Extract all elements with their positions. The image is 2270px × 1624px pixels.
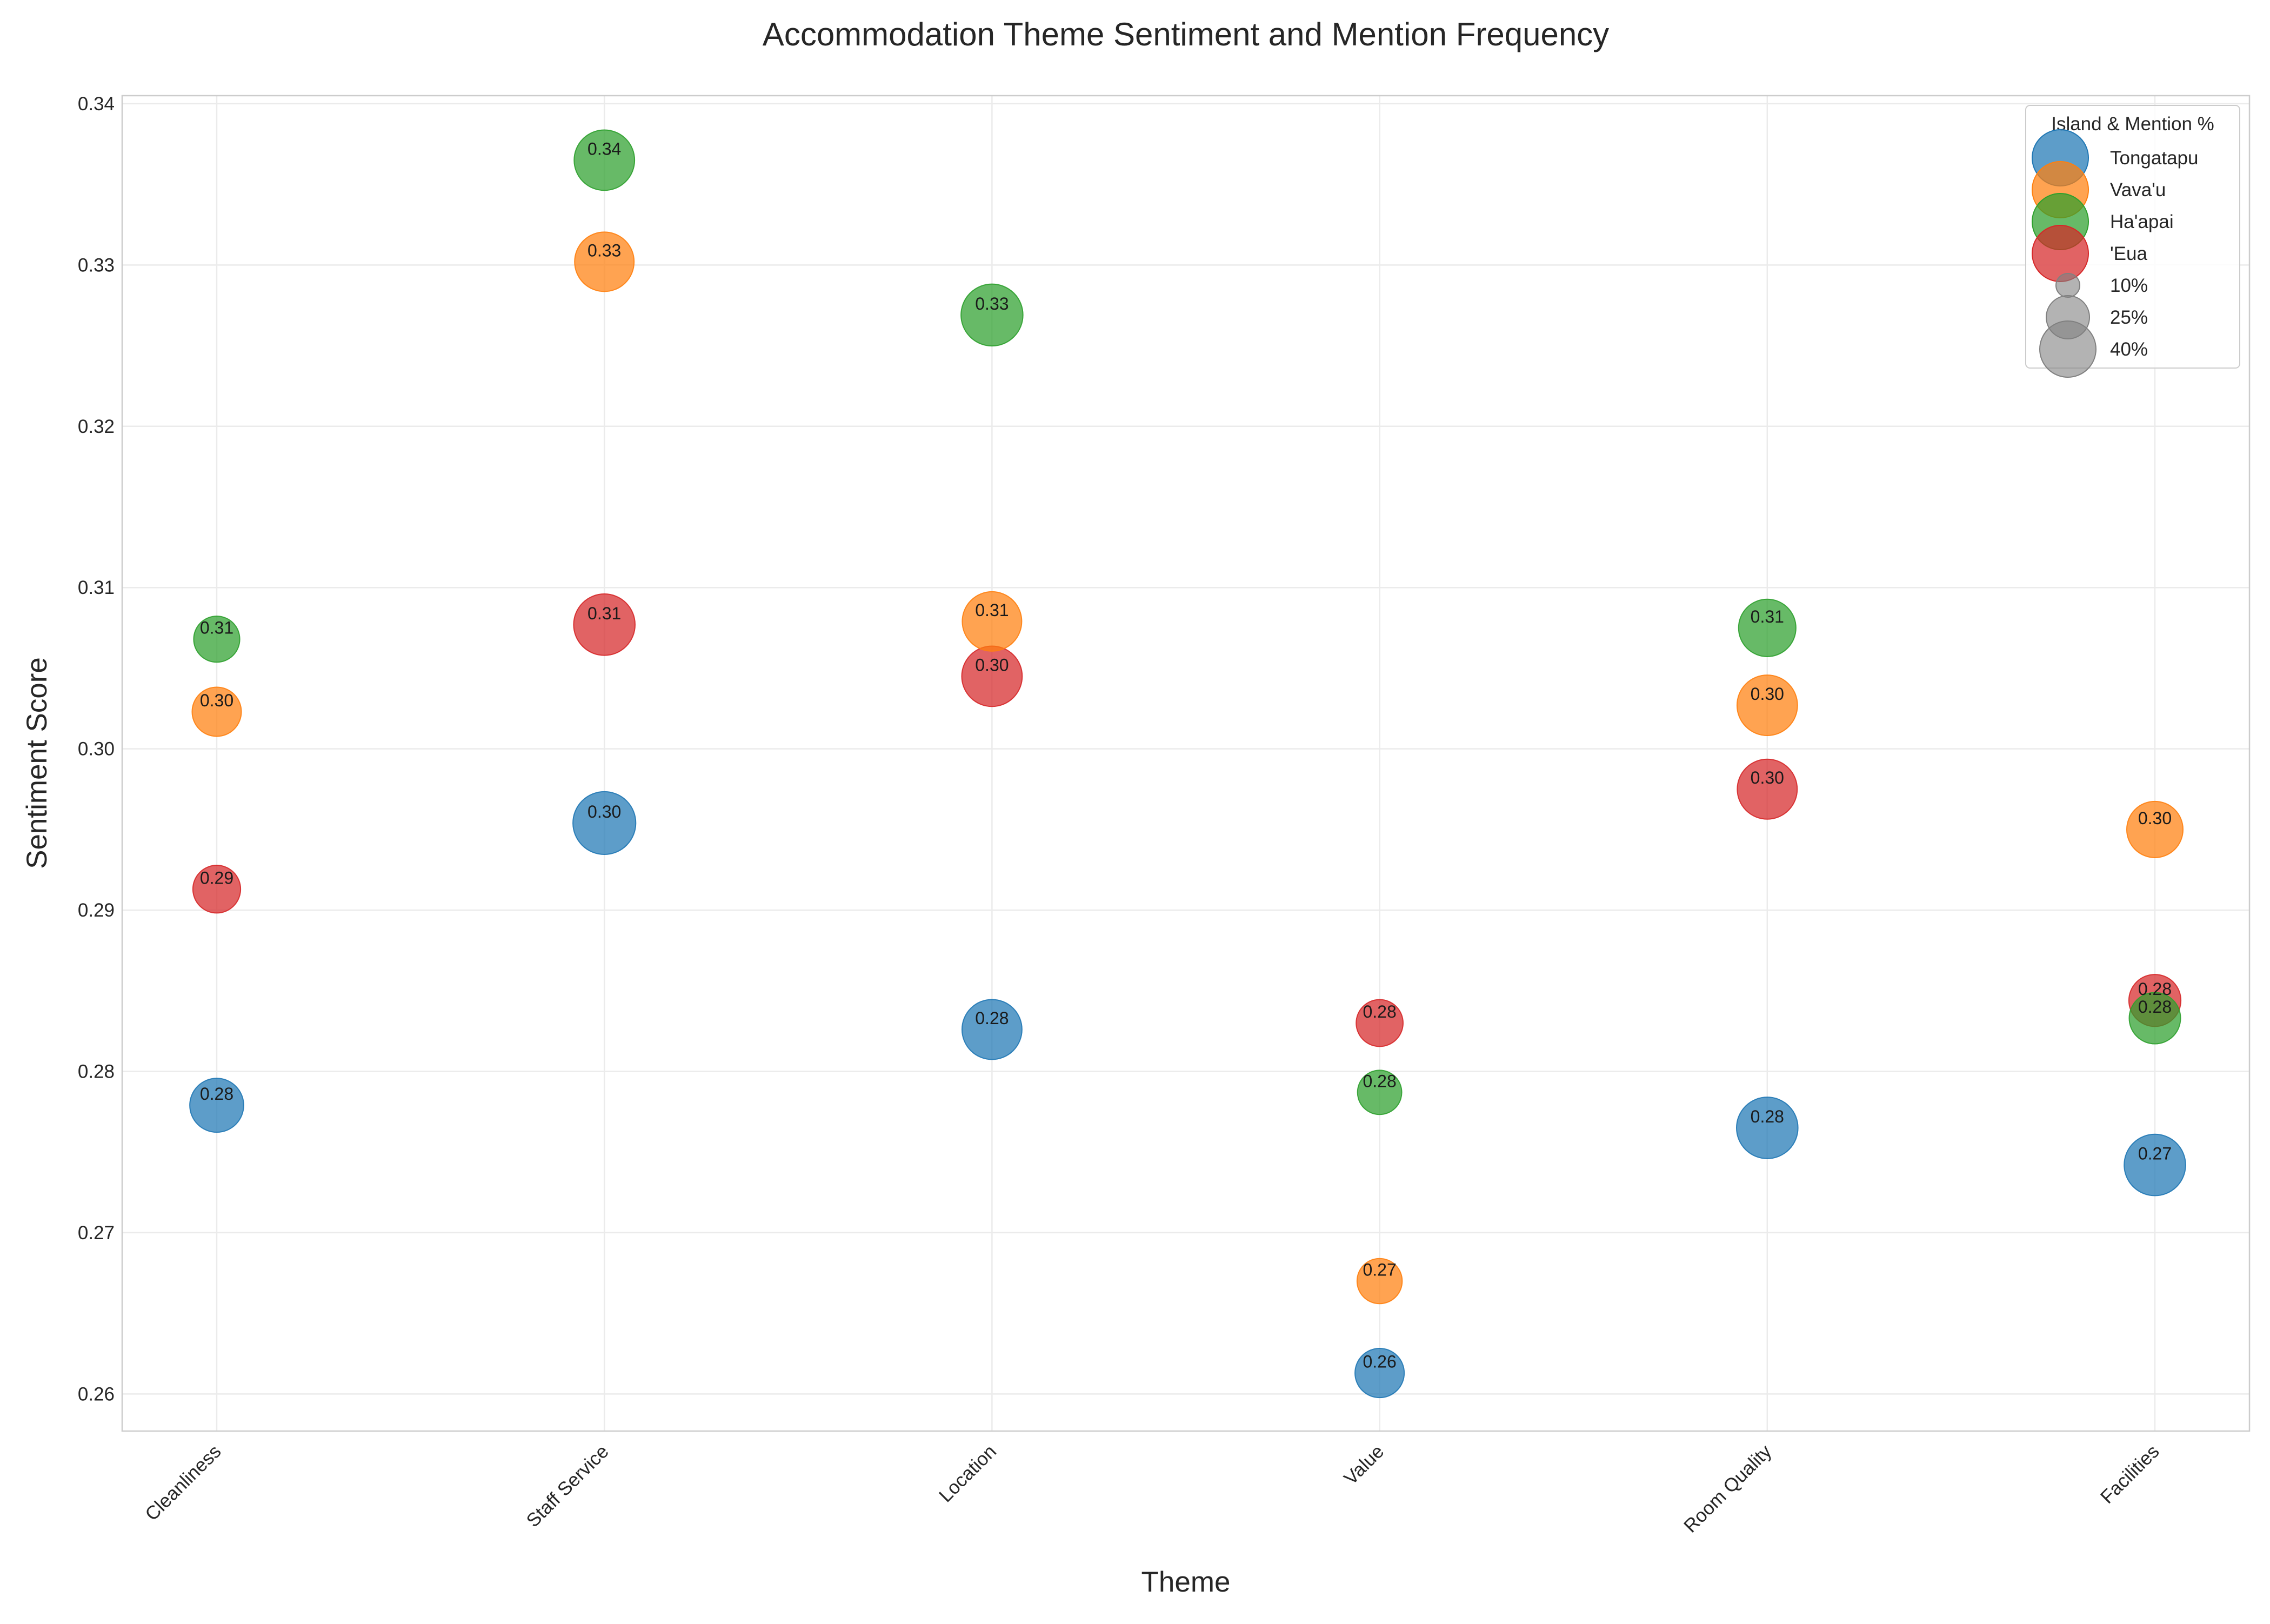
bubble-label: 0.31	[975, 600, 1009, 620]
bubble-label: 0.28	[2138, 997, 2172, 1017]
bubble	[1737, 758, 1798, 820]
bubble-label: 0.30	[1751, 768, 1784, 787]
bubble-label: 0.34	[587, 139, 621, 158]
bubble	[574, 231, 635, 292]
bubble-label: 0.30	[587, 802, 621, 821]
bubble	[2124, 1133, 2186, 1197]
legend-size-marker	[2039, 320, 2097, 378]
bubble-label: 0.28	[200, 1084, 233, 1104]
bubble-label: 0.27	[2138, 1144, 2172, 1164]
y-tick-label: 0.27	[78, 1222, 115, 1244]
bubble	[962, 591, 1023, 652]
bubble	[1356, 999, 1404, 1047]
bubble	[1356, 1258, 1403, 1305]
legend-entry-label: 'Eua	[2110, 243, 2147, 264]
y-tick-label: 0.30	[78, 739, 115, 760]
bubble	[1354, 1348, 1405, 1399]
bubble-label: 0.33	[975, 294, 1009, 313]
bubble-label: 0.28	[1363, 1071, 1396, 1091]
bubble-label: 0.30	[200, 691, 233, 710]
legend: Island & Mention % Tongatapu Vava'u Ha'apa…	[2025, 105, 2240, 378]
bubble	[2128, 992, 2181, 1045]
bubble	[573, 593, 636, 656]
bubble	[192, 865, 242, 914]
bubble	[189, 1078, 244, 1133]
bubble-label: 0.28	[1363, 1002, 1396, 1021]
bubble-label: 0.28	[975, 1008, 1009, 1028]
y-tick-label: 0.29	[78, 900, 115, 921]
y-tick-label: 0.31	[78, 577, 115, 598]
bubble-label: 0.31	[587, 604, 621, 623]
bubble-label: 0.26	[1363, 1352, 1396, 1372]
bubble	[2126, 800, 2184, 858]
legend-items: Tongatapu Vava'u Ha'apai 'Eua 10% 25% 40%	[2032, 129, 2198, 378]
bubble-label: 0.31	[200, 618, 233, 638]
bubble	[961, 999, 1023, 1060]
bubble	[193, 616, 241, 663]
bubble	[1738, 598, 1797, 657]
bubble-label: 0.29	[200, 868, 233, 887]
bubble	[1736, 674, 1798, 736]
legend-entry-label: Vava'u	[2110, 179, 2166, 201]
bubble	[1736, 1097, 1799, 1159]
legend-marker	[2032, 225, 2089, 282]
bubble-label: 0.30	[975, 655, 1009, 674]
legend-entry-label: Ha'apai	[2110, 211, 2174, 232]
bubble-label: 0.33	[587, 240, 621, 260]
bubble-label: 0.30	[1751, 684, 1784, 704]
y-tick-label: 0.34	[78, 93, 115, 115]
bubble	[191, 686, 242, 737]
bubble-label: 0.28	[2138, 979, 2172, 999]
y-tick-label: 0.32	[78, 416, 115, 437]
bubble	[1357, 1070, 1403, 1115]
chart-title: Accommodation Theme Sentiment and Mentio…	[763, 16, 1609, 52]
bubble	[960, 283, 1024, 347]
bubble	[572, 791, 637, 856]
bubble-label: 0.27	[1363, 1260, 1396, 1279]
bubble-label: 0.31	[1751, 607, 1784, 626]
y-tick-label: 0.28	[78, 1061, 115, 1082]
legend-title: Island & Mention %	[2051, 113, 2214, 135]
bubbles	[189, 129, 2186, 1399]
y-tick-label: 0.26	[78, 1384, 115, 1405]
bubble	[573, 129, 636, 191]
bubble-labels: 0.30 0.33 0.28 0.27 0.31 0.30 0.34 0.30 0.28 0.30…	[200, 139, 2172, 1371]
legend-entry-label: Tongatapu	[2110, 148, 2198, 169]
legend-size-marker	[2055, 273, 2080, 298]
y-axis-label: Sentiment Score	[21, 657, 53, 869]
legend-size-label: 40%	[2110, 339, 2148, 360]
bubble-label: 0.28	[1751, 1107, 1784, 1126]
y-tick-label: 0.33	[78, 255, 115, 276]
bubble-label: 0.30	[2138, 808, 2172, 828]
x-axis-label: Theme	[1141, 1566, 1231, 1598]
legend-size-label: 25%	[2110, 307, 2148, 328]
plot-frame	[121, 95, 2251, 1432]
legend-size-label: 10%	[2110, 275, 2148, 296]
